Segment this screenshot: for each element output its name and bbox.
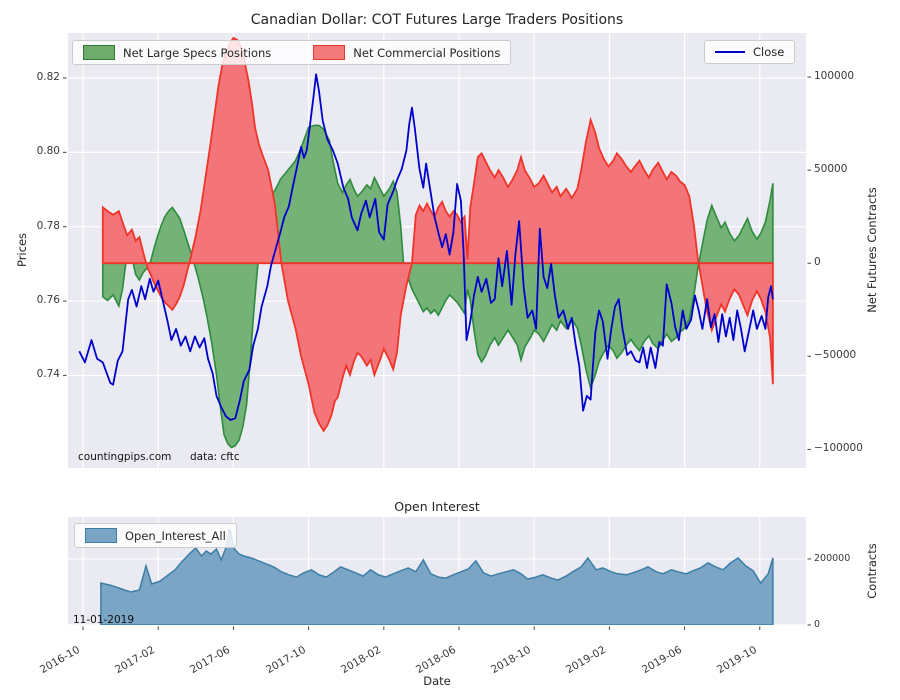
legend-label-specs: Net Large Specs Positions: [123, 45, 272, 60]
price-tick-label: 0.82: [36, 70, 60, 83]
price-tick-label: 0.80: [36, 145, 60, 158]
legend-entry-close: Close: [715, 45, 784, 59]
contracts-tick-label: −100000: [814, 442, 863, 455]
legend-entry-specs: Net Large Specs Positions: [83, 45, 271, 60]
y-axis-label-contracts: Contracts: [865, 543, 879, 599]
close-legend: Close: [704, 40, 796, 64]
source-note-text: data: cftc: [190, 451, 240, 463]
x-axis-label-date: Date: [423, 674, 451, 688]
watermark-text: countingpips.com: [78, 451, 172, 463]
legend-label-commercials: Net Commercial Positions: [353, 45, 501, 60]
oi-tick-label: 0: [814, 619, 821, 630]
price-tick-label: 0.78: [36, 219, 60, 232]
commercials-swatch-icon: [313, 45, 346, 60]
legend-label-close: Close: [753, 45, 785, 59]
net-commercial-area: [101, 36, 774, 433]
contracts-tick-label: 0: [814, 256, 821, 269]
oi-title: Open Interest: [394, 499, 480, 514]
close-price-line: [78, 73, 774, 421]
date-note-text: 11-01-2019: [73, 614, 135, 626]
legend-entry-commercials: Net Commercial Positions: [313, 45, 500, 60]
contracts-tick-label: −50000: [814, 349, 857, 362]
close-line-swatch-icon: [715, 51, 745, 53]
oi-tick-label: 200000: [814, 552, 851, 564]
oi-legend: Open_Interest_All: [74, 523, 237, 548]
main-legend: Net Large Specs Positions Net Commercial…: [72, 40, 512, 65]
y-axis-label-net-futures-contracts: Net Futures Contracts: [865, 187, 879, 313]
specs-swatch-icon: [83, 45, 115, 60]
legend-entry-oi: Open_Interest_All: [85, 528, 226, 543]
figure-title: Canadian Dollar: COT Futures Large Trade…: [250, 12, 624, 28]
contracts-tick-label: 100000: [814, 70, 855, 83]
price-tick-label: 0.74: [36, 368, 60, 381]
legend-label-oi: Open_Interest_All: [125, 528, 226, 543]
open-interest-area: [100, 529, 774, 625]
contracts-tick-label: 50000: [814, 163, 848, 176]
oi-swatch-icon: [85, 528, 117, 543]
price-tick-label: 0.76: [36, 294, 60, 307]
